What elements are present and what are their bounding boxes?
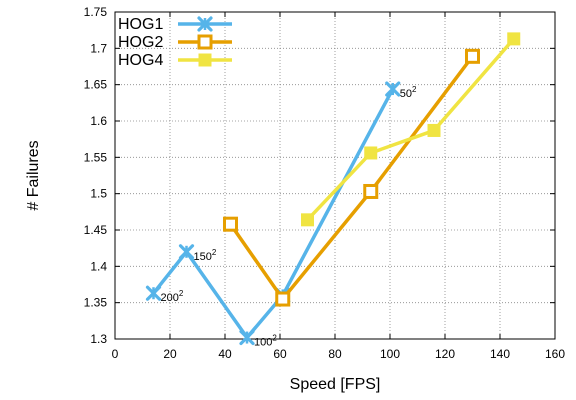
filled-square-marker <box>364 146 378 160</box>
series-hog1 <box>145 81 401 346</box>
annotation-exponent: 2 <box>412 85 417 94</box>
data-point <box>507 32 521 46</box>
point-annotations: 2002 1502 1002 502 <box>161 85 418 349</box>
annotation-exponent: 2 <box>212 248 217 257</box>
filled-square-marker <box>301 213 314 227</box>
point-annotation: 1502 <box>194 248 217 263</box>
series-line <box>306 37 516 222</box>
data-point <box>178 244 195 260</box>
legend-label: HOG2 <box>118 34 163 51</box>
y-tick-label: 1.75 <box>84 5 108 19</box>
filled-square-marker <box>427 123 441 137</box>
legend-item-hog2: HOG2 <box>118 34 232 51</box>
data-point <box>363 183 379 199</box>
x-tick-label: 60 <box>273 347 287 361</box>
point-annotation: 2002 <box>161 289 184 304</box>
series-hog4 <box>301 32 521 227</box>
point-annotation: 502 <box>400 85 417 100</box>
data-point <box>385 81 401 97</box>
y-tick-label: 1.3 <box>90 332 107 346</box>
axis-ticks: 0 20 40 60 80 100 120 140 160 1.3 1.35 1.4 1.45 1.5 1.… <box>84 5 566 361</box>
series-hog2 <box>223 48 480 307</box>
x-tick-label: 160 <box>545 347 565 361</box>
x-tick-label: 40 <box>218 347 232 361</box>
data-point <box>223 216 238 232</box>
open-square-marker <box>223 216 238 232</box>
data-point <box>275 291 291 307</box>
annotation-exponent: 2 <box>272 334 277 343</box>
data-point <box>427 123 441 137</box>
data-point <box>239 329 255 346</box>
data-point <box>465 48 480 64</box>
x-tick-label: 80 <box>328 347 342 361</box>
y-tick-label: 1.6 <box>90 114 107 128</box>
y-tick-label: 1.45 <box>84 223 108 237</box>
y-axis-title: # Failures <box>25 140 42 210</box>
y-tick-label: 1.55 <box>84 150 108 164</box>
filled-square-marker <box>198 53 212 67</box>
y-tick-label: 1.7 <box>90 41 107 55</box>
series-line <box>152 88 395 341</box>
open-square-marker <box>275 291 291 307</box>
open-square-marker <box>363 183 379 199</box>
x-tick-label: 0 <box>112 347 119 361</box>
y-tick-label: 1.35 <box>84 296 108 310</box>
legend-label: HOG4 <box>118 52 163 69</box>
open-square-marker <box>465 48 480 64</box>
series-line <box>229 55 474 302</box>
legend-label: HOG1 <box>118 16 163 33</box>
data-point <box>364 146 378 160</box>
x-tick-label: 120 <box>435 347 455 361</box>
y-tick-label: 1.4 <box>90 259 107 273</box>
y-tick-label: 1.65 <box>84 78 108 92</box>
legend-item-hog4: HOG4 <box>118 52 232 69</box>
legend-item-hog1: HOG1 <box>118 16 232 33</box>
point-annotation: 1002 <box>254 334 277 349</box>
data-point <box>145 285 162 301</box>
series-lines <box>145 32 521 346</box>
open-square-marker <box>197 34 213 50</box>
data-point <box>301 213 314 227</box>
annotation-exponent: 2 <box>179 289 184 298</box>
x-tick-label: 20 <box>163 347 177 361</box>
x-tick-label: 140 <box>490 347 510 361</box>
x-axis-title: Speed [FPS] <box>290 376 381 393</box>
y-tick-label: 1.5 <box>90 187 107 201</box>
filled-square-marker <box>507 32 521 46</box>
x-tick-label: 100 <box>380 347 400 361</box>
